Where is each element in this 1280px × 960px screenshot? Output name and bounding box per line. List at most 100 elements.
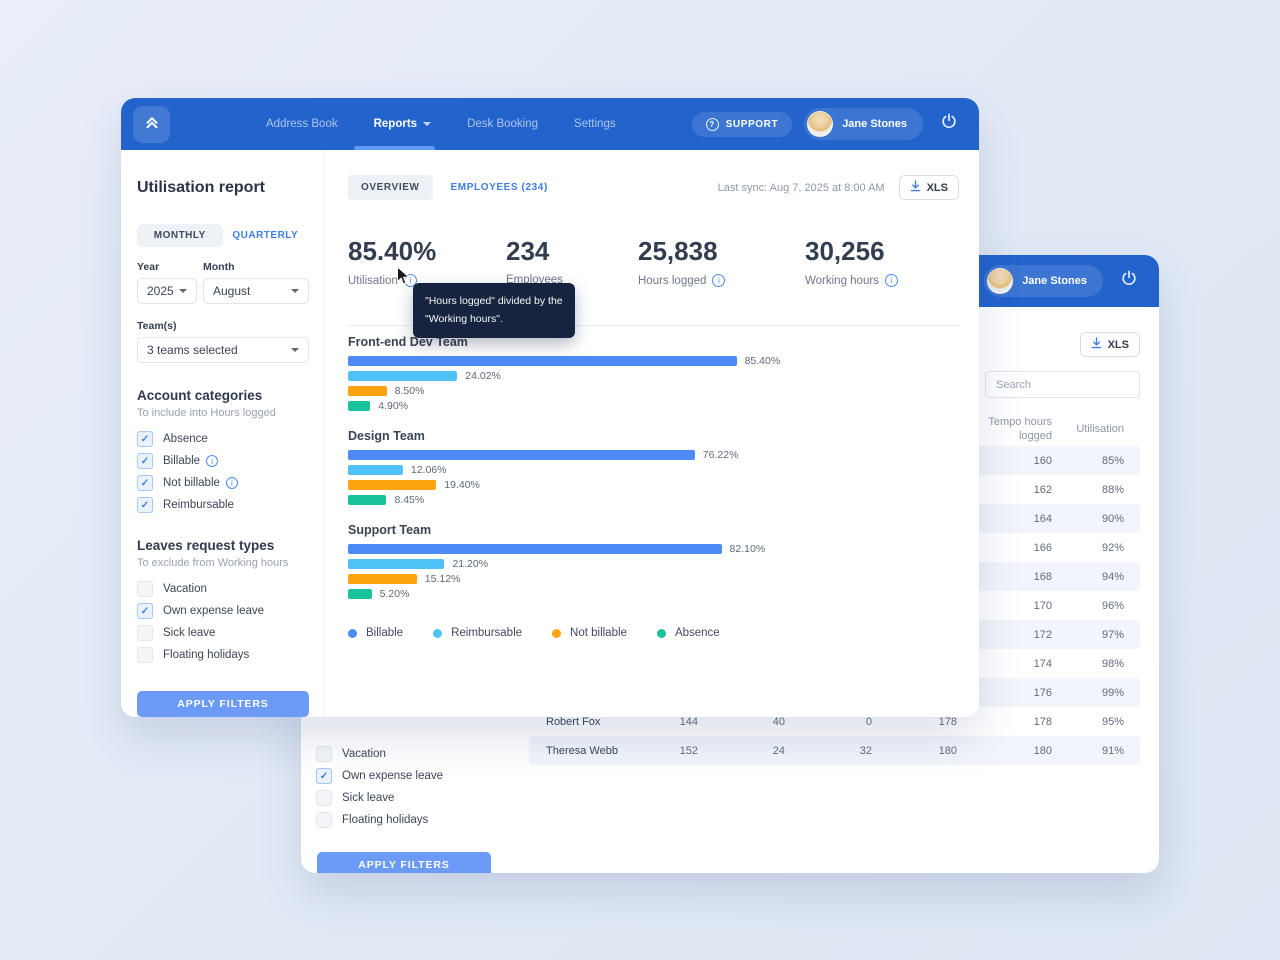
tab-overview[interactable]: OVERVIEW	[348, 175, 433, 200]
utilisation-tooltip: "Hours logged" divided by the "Working h…	[413, 283, 575, 338]
legend-not-billable: Not billable	[552, 627, 627, 639]
legend-dot	[656, 628, 666, 638]
power-icon	[939, 112, 959, 137]
info-icon[interactable]: i	[712, 274, 726, 287]
checkbox-icon: ✓	[316, 746, 332, 762]
checkbox-own-expense-leave[interactable]: ✓ Own expense leave	[316, 768, 492, 784]
year-select[interactable]: 2025	[137, 278, 197, 304]
quarterly-tab[interactable]: QUARTERLY	[222, 224, 308, 247]
bar-reimbursable	[348, 559, 445, 569]
question-icon: ?	[705, 117, 719, 131]
checkbox-reimbursable[interactable]: ✓ Reimbursable	[137, 497, 308, 513]
stat-working-hours: 30,256 Working hours i	[805, 236, 898, 287]
chart-frontend-dev-team: Front-end Dev Team 85.40% 24.02% 8.50% 4…	[348, 335, 781, 412]
monthly-tab[interactable]: MONTHLY	[137, 224, 223, 247]
user-avatar	[807, 111, 834, 137]
user-name: Jane Stones	[842, 118, 907, 130]
teams-label: Team(s)	[137, 320, 177, 332]
download-icon	[910, 180, 921, 195]
month-label: Month	[203, 261, 235, 273]
active-tab-indicator	[353, 146, 435, 150]
user-menu[interactable]: Jane Stones	[804, 108, 923, 140]
bar-billable	[348, 544, 722, 554]
support-button[interactable]: ? SUPPORT	[691, 111, 793, 137]
checkbox-vacation[interactable]: ✓ Vacation	[137, 581, 308, 597]
apply-filters-button[interactable]: APPLY FILTERS	[137, 691, 309, 717]
last-sync-text: Last sync: Aug 7, 2025 at 8:00 AM	[717, 181, 885, 194]
bar-reimbursable	[348, 465, 403, 475]
checkbox-floating-holidays[interactable]: ✓ Floating holidays	[137, 647, 308, 663]
filters-sidebar: Utilisation report MONTHLY QUARTERLY Yea…	[121, 150, 325, 717]
leaves-subtitle: To exclude from Working hours	[137, 557, 289, 569]
stats-row: 85.40% Utilisation i 234 Employees 25,838…	[348, 236, 959, 287]
chevron-down-icon	[179, 289, 187, 293]
search-input[interactable]	[985, 371, 1140, 398]
page-title: Utilisation report	[137, 179, 266, 196]
bar-absence	[348, 495, 387, 505]
info-icon[interactable]: i	[206, 455, 219, 467]
bar-billable	[348, 450, 695, 460]
apply-filters-button[interactable]: APPLY FILTERS	[317, 852, 491, 873]
nav-desk-booking[interactable]: Desk Booking	[467, 118, 539, 130]
year-label: Year	[137, 261, 160, 273]
checkbox-sick-leave[interactable]: ✓ Sick leave	[137, 625, 308, 641]
chevron-down-icon	[291, 348, 299, 352]
account-categories-title: Account categories	[137, 388, 263, 403]
legend-reimbursable: Reimbursable	[433, 627, 522, 639]
legend-dot	[348, 628, 357, 638]
app-logo[interactable]	[133, 106, 170, 143]
table-row: 162 88%	[1033, 483, 1124, 496]
checkbox-absence[interactable]: ✓ Absence	[137, 431, 308, 447]
account-categories-list: ✓ Absence ✓ Billable i ✓ Not billable i ✓ …	[137, 431, 308, 513]
checkbox-sick-leave[interactable]: ✓ Sick leave	[316, 790, 492, 806]
table-header: Tempo hours logged Utilisation	[529, 413, 1140, 446]
tab-employees[interactable]: EMPLOYEES (234)	[450, 182, 548, 193]
user-avatar	[987, 268, 1014, 294]
teams-select[interactable]: 3 teams selected	[137, 337, 309, 363]
checkbox-icon: ✓	[316, 790, 332, 806]
double-chevron-up-icon	[143, 113, 161, 136]
stat-employees: 234 Employees	[506, 236, 563, 286]
table-row: Robert Fox 144 40 0 178 178 95%	[546, 715, 1124, 728]
period-toggle: MONTHLY QUARTERLY	[137, 224, 308, 247]
xls-export-button[interactable]: XLS	[1079, 332, 1140, 357]
checkbox-icon: ✓	[137, 603, 153, 619]
bar-not-billable	[348, 480, 437, 490]
info-icon[interactable]: i	[225, 477, 238, 489]
chart-support-team: Support Team 82.10% 21.20% 15.12% 5.20%	[348, 523, 766, 600]
checkbox-own-expense-leave[interactable]: ✓ Own expense leave	[137, 603, 308, 619]
stat-utilisation: 85.40% Utilisation i	[348, 236, 437, 287]
checkbox-floating-holidays[interactable]: ✓ Floating holidays	[316, 812, 492, 828]
divider	[348, 325, 959, 326]
checkbox-icon: ✓	[316, 768, 332, 784]
leaves-list: ✓ Vacation ✓ Own expense leave ✓ Sick le…	[137, 581, 308, 663]
logout-button[interactable]	[1115, 267, 1143, 295]
info-icon[interactable]: i	[884, 274, 898, 287]
user-name: Jane Stones	[1022, 275, 1087, 287]
account-categories-subtitle: To include into Hours logged	[137, 407, 276, 419]
legend-dot	[433, 628, 443, 638]
nav-address-book[interactable]: Address Book	[266, 118, 338, 130]
bar-absence	[348, 589, 372, 599]
table-row: 166 92%	[1033, 541, 1124, 554]
bar-reimbursable	[348, 371, 458, 381]
top-navigation: Address Book Reports Desk Booking Settin…	[121, 98, 979, 150]
nav-settings[interactable]: Settings	[574, 118, 616, 130]
xls-export-button[interactable]: XLS	[898, 175, 959, 200]
chevron-down-icon	[291, 289, 299, 293]
month-select[interactable]: August	[203, 278, 309, 304]
checkbox-icon: ✓	[137, 453, 153, 469]
checkbox-icon: ✓	[137, 475, 153, 491]
chevron-down-icon	[423, 122, 432, 126]
nav-reports[interactable]: Reports	[353, 98, 435, 150]
legend-billable: Billable	[348, 627, 403, 639]
checkbox-icon: ✓	[137, 647, 153, 663]
col-tempo-hours: Tempo hours logged	[988, 415, 1052, 442]
checkbox-billable[interactable]: ✓ Billable i	[137, 453, 308, 469]
checkbox-not-billable[interactable]: ✓ Not billable i	[137, 475, 308, 491]
checkbox-icon: ✓	[137, 581, 153, 597]
user-menu[interactable]: Jane Stones	[984, 265, 1103, 297]
checkbox-vacation[interactable]: ✓ Vacation	[316, 746, 492, 762]
logout-button[interactable]	[935, 110, 963, 138]
checkbox-icon: ✓	[137, 497, 153, 513]
